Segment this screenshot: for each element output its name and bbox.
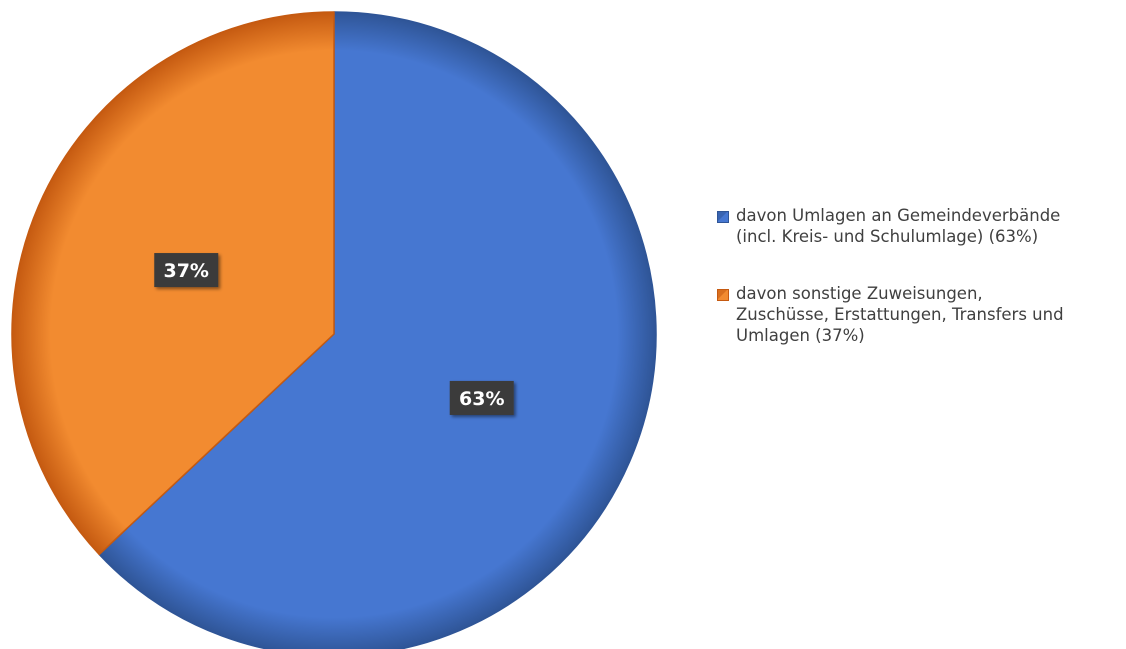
legend-label-line: davon Umlagen an Gemeindeverbände xyxy=(736,206,1061,225)
data-label-text: 63% xyxy=(459,388,504,410)
data-label-1: 37% xyxy=(154,253,219,288)
data-label-box xyxy=(449,380,514,415)
swatch-bevel xyxy=(718,290,727,299)
legend-label-line: (incl. Kreis- und Schulumlage) (63%) xyxy=(736,227,1039,246)
legend-label-line: davon sonstige Zuweisungen, xyxy=(736,284,983,303)
data-labels-layer: 63% 37% xyxy=(154,253,514,415)
legend-label-line: Zuschüsse, Erstattungen, Transfers und xyxy=(736,305,1064,324)
data-label-box xyxy=(154,253,219,288)
swatch-bevel xyxy=(718,212,727,221)
legend-item-sonstige: davon sonstige Zuweisungen, Zuschüsse, E… xyxy=(716,283,1116,346)
data-label-0: 63% xyxy=(449,380,514,415)
legend-swatch-umlagen xyxy=(717,211,729,223)
legend-label-line: Umlagen (37%) xyxy=(736,326,865,345)
slices-layer xyxy=(11,11,657,649)
pie-plot-area: 63% 37% xyxy=(11,11,657,649)
legend-item-umlagen: davon Umlagen an Gemeindeverbände (incl.… xyxy=(716,205,1116,247)
data-label-text: 37% xyxy=(163,260,208,282)
pie-slice-0 xyxy=(98,11,657,649)
legend: davon Umlagen an Gemeindeverbände (incl.… xyxy=(716,205,1116,382)
legend-swatch-sonstige xyxy=(717,289,729,301)
